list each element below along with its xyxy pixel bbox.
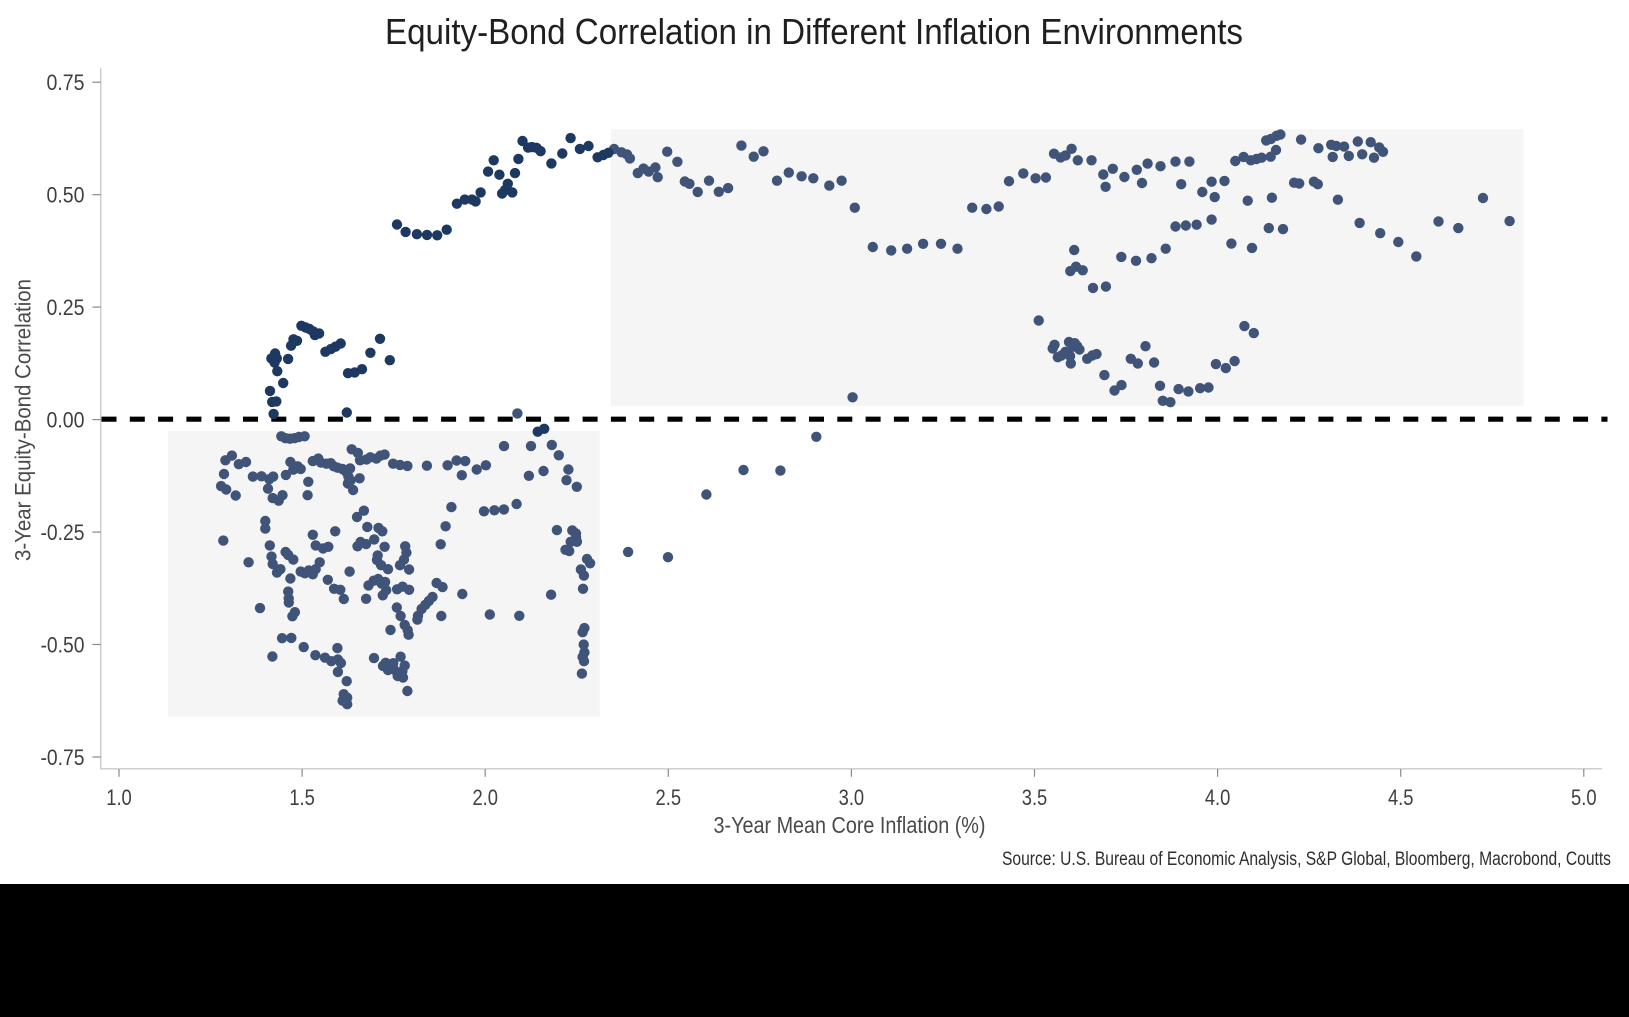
svg-text:-0.50: -0.50 (41, 632, 85, 657)
svg-text:0.00: 0.00 (47, 407, 85, 432)
svg-text:-0.75: -0.75 (41, 745, 85, 770)
svg-text:3.0: 3.0 (839, 785, 865, 810)
svg-text:4.0: 4.0 (1205, 785, 1231, 810)
svg-text:5.0: 5.0 (1571, 785, 1597, 810)
svg-text:1.0: 1.0 (106, 785, 132, 810)
svg-text:2.5: 2.5 (656, 785, 682, 810)
svg-text:Source: U.S. Bureau of Economi: Source: U.S. Bureau of Economic Analysis… (1002, 849, 1611, 870)
svg-text:3-Year Equity-Bond Correlation: 3-Year Equity-Bond Correlation (11, 279, 36, 561)
svg-text:2.0: 2.0 (472, 785, 498, 810)
svg-text:3.5: 3.5 (1022, 785, 1048, 810)
svg-text:1.5: 1.5 (289, 785, 315, 810)
svg-text:Equity-Bond Correlation in Dif: Equity-Bond Correlation in Different Inf… (385, 11, 1243, 52)
svg-text:3-Year Mean Core Inflation (%): 3-Year Mean Core Inflation (%) (714, 812, 986, 838)
svg-text:0.50: 0.50 (47, 183, 85, 208)
svg-text:0.75: 0.75 (47, 70, 85, 95)
svg-text:0.25: 0.25 (47, 295, 85, 320)
svg-text:-0.25: -0.25 (41, 520, 85, 545)
svg-text:4.5: 4.5 (1388, 785, 1414, 810)
